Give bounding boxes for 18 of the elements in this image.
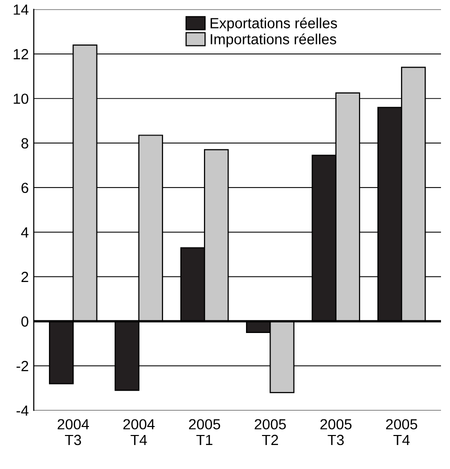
x-tick-label: 2005 T2 bbox=[254, 419, 286, 445]
x-tick-label: 2004 T3 bbox=[58, 419, 89, 446]
x-tick-label: 2005 T3 bbox=[320, 419, 352, 446]
x-tick-label: 2005 T4 bbox=[386, 419, 418, 445]
y-tick-label: 14 bbox=[14, 4, 28, 15]
y-tick-label: 12 bbox=[14, 49, 28, 60]
y-tick-label: 8 bbox=[21, 138, 28, 148]
y-tick-label: 4 bbox=[21, 227, 28, 238]
y-tick-label: -2 bbox=[16, 360, 28, 372]
y-tick-label: 2 bbox=[22, 272, 28, 282]
y-tick-label: 10 bbox=[14, 94, 28, 104]
y-tick-label: 6 bbox=[22, 182, 28, 194]
y-tick-label: -4 bbox=[16, 406, 28, 416]
x-tick-label: 2004 T4 bbox=[123, 419, 155, 445]
x-tick-label: 2005 T1 bbox=[189, 419, 220, 445]
legend-label: Exportations réelles bbox=[210, 17, 337, 32]
y-tick-label: 0 bbox=[21, 316, 28, 327]
legend-label: Importations réelles bbox=[210, 33, 336, 48]
